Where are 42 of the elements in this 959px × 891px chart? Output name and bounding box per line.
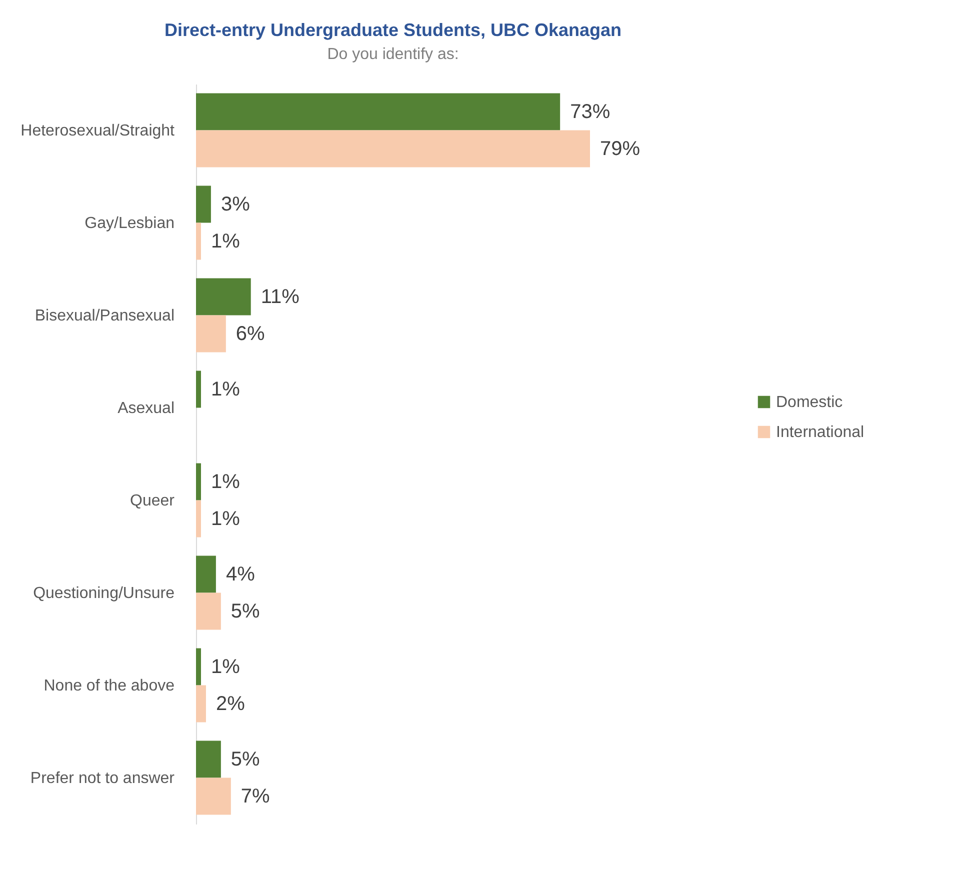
y-tick-label: Queer [130, 492, 176, 510]
data-label: 11% [260, 286, 300, 308]
y-tick-label: Prefer not to answer [30, 770, 176, 787]
data-label: 1% [210, 470, 240, 493]
data-label: 1% [210, 230, 240, 252]
bar [196, 740, 221, 778]
y-tick-label: None of the above [44, 677, 175, 694]
bar [196, 130, 590, 168]
bar [196, 685, 206, 722]
bar [196, 278, 251, 316]
data-label: 7% [240, 785, 270, 808]
data-label: 5% [230, 600, 260, 622]
data-label: 3% [220, 193, 250, 216]
y-tick-label: Asexual [118, 400, 174, 417]
bar [196, 500, 201, 538]
bar [196, 648, 201, 686]
bar [196, 592, 221, 630]
chart-subtitle: Do you identify as: [327, 46, 459, 63]
data-label: 2% [216, 692, 246, 715]
data-label: 6% [236, 322, 266, 345]
chart-title: Direct-entry Undergraduate Students, UBC Okanagan [164, 20, 622, 40]
data-label: 1% [210, 508, 240, 530]
legend-label: International [776, 424, 864, 441]
data-label: 5% [230, 748, 260, 770]
data-label: 73% [570, 100, 610, 123]
data-label: 79% [600, 138, 640, 160]
y-tick-label: Bisexual/Pansexual [34, 307, 174, 324]
bar [196, 315, 226, 352]
bar [196, 463, 201, 500]
bar [196, 556, 216, 593]
bar [196, 93, 560, 130]
y-tick-label: Heterosexual/Straight [20, 122, 176, 140]
y-tick-label: Gay/Lesbian [84, 214, 174, 232]
data-label: 1% [210, 656, 240, 678]
legend-label: Domestic [776, 394, 843, 411]
bar [196, 370, 201, 408]
bar [196, 778, 231, 815]
bar [196, 186, 211, 223]
data-label: 4% [226, 563, 256, 586]
data-label: 1% [210, 378, 240, 400]
y-tick-label: Questioning/Unsure [33, 584, 175, 602]
bar [196, 222, 201, 260]
